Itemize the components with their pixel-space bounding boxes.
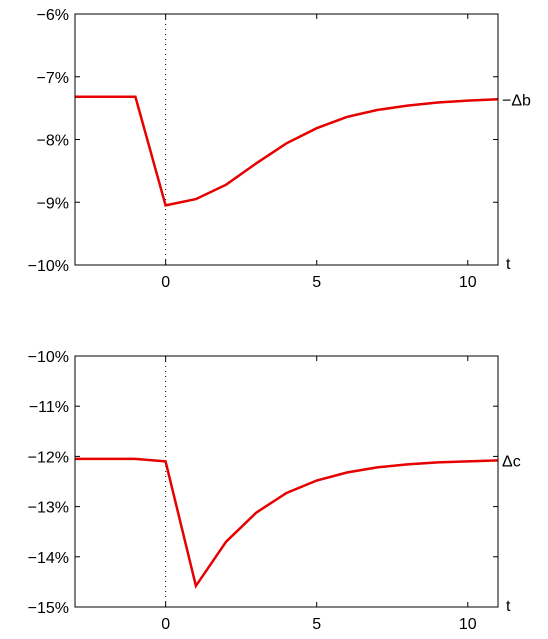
bottom-series-label: Δc — [502, 453, 521, 470]
top-series-line — [75, 95, 499, 207]
top-y-tick-label: −7% — [37, 70, 69, 87]
bottom-y-tick-label: −13% — [28, 500, 69, 517]
top-x-tick-label: 0 — [161, 274, 170, 291]
bottom-x-axis-label: t — [506, 598, 511, 615]
bottom-x-tick-label: 0 — [161, 616, 170, 633]
bottom-y-tick-label: −12% — [28, 449, 69, 466]
top-y-tick-label: −10% — [28, 258, 69, 275]
top-y-tick-label: −8% — [37, 133, 69, 150]
bottom-panel: −15% −14% −13% −12% −11% −10% 0 5 10 t Δc — [28, 349, 521, 633]
top-x-tick-label: 5 — [312, 274, 321, 291]
bottom-series-line — [75, 457, 499, 589]
top-y-tick-label: −6% — [37, 7, 69, 24]
top-x-axis-label: t — [506, 256, 511, 273]
bottom-y-tick-label: −15% — [28, 600, 69, 617]
top-y-tick-label: −9% — [37, 195, 69, 212]
bottom-y-tick-label: −10% — [28, 349, 69, 366]
top-plot-frame — [74, 13, 499, 266]
top-panel: −10% −9% −8% −7% −6% 0 5 10 t −Δb — [28, 7, 531, 291]
bottom-x-tick-label: 10 — [459, 616, 477, 633]
bottom-x-tick-label: 5 — [312, 616, 321, 633]
bottom-y-tick-label: −14% — [28, 550, 69, 567]
top-x-tick-label: 10 — [459, 274, 477, 291]
bottom-y-tick-label: −11% — [29, 399, 69, 416]
bottom-plot-frame — [74, 355, 499, 608]
top-series-label: −Δb — [502, 92, 531, 109]
